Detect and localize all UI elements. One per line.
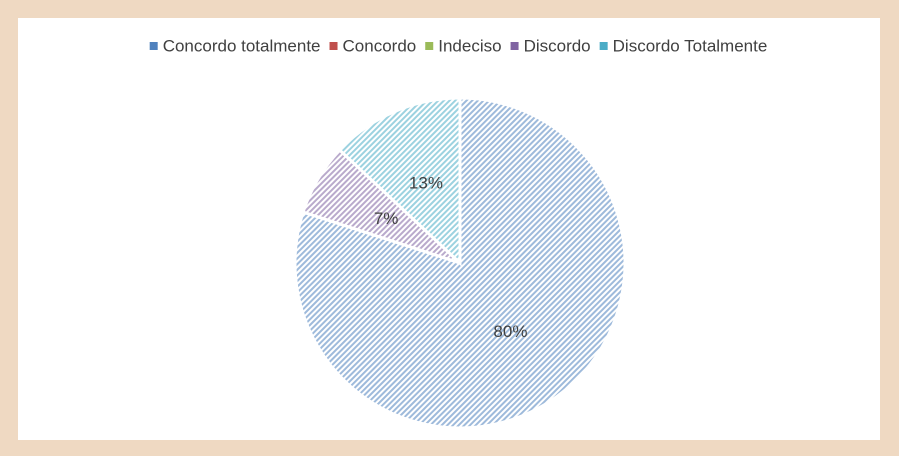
data-label: 7% <box>374 209 399 228</box>
pie-slice <box>337 96 462 267</box>
data-label: 13% <box>409 174 443 193</box>
legend-marker <box>149 42 158 50</box>
legend-marker <box>510 42 519 50</box>
legend-marker <box>425 42 434 50</box>
legend-label: Concordo totalmente <box>163 36 321 55</box>
legend: Concordo totalmente Concordo Indeciso Disco… <box>149 36 768 55</box>
legend-label: Indeciso <box>438 36 501 55</box>
legend-marker <box>329 42 338 50</box>
data-label: 80% <box>493 322 527 341</box>
legend-marker <box>599 42 608 50</box>
legend-label: Discordo Totalmente <box>613 36 768 55</box>
legend-label: Concordo <box>343 36 417 55</box>
legend-label: Discordo <box>524 36 591 55</box>
pie-slice <box>293 96 627 430</box>
